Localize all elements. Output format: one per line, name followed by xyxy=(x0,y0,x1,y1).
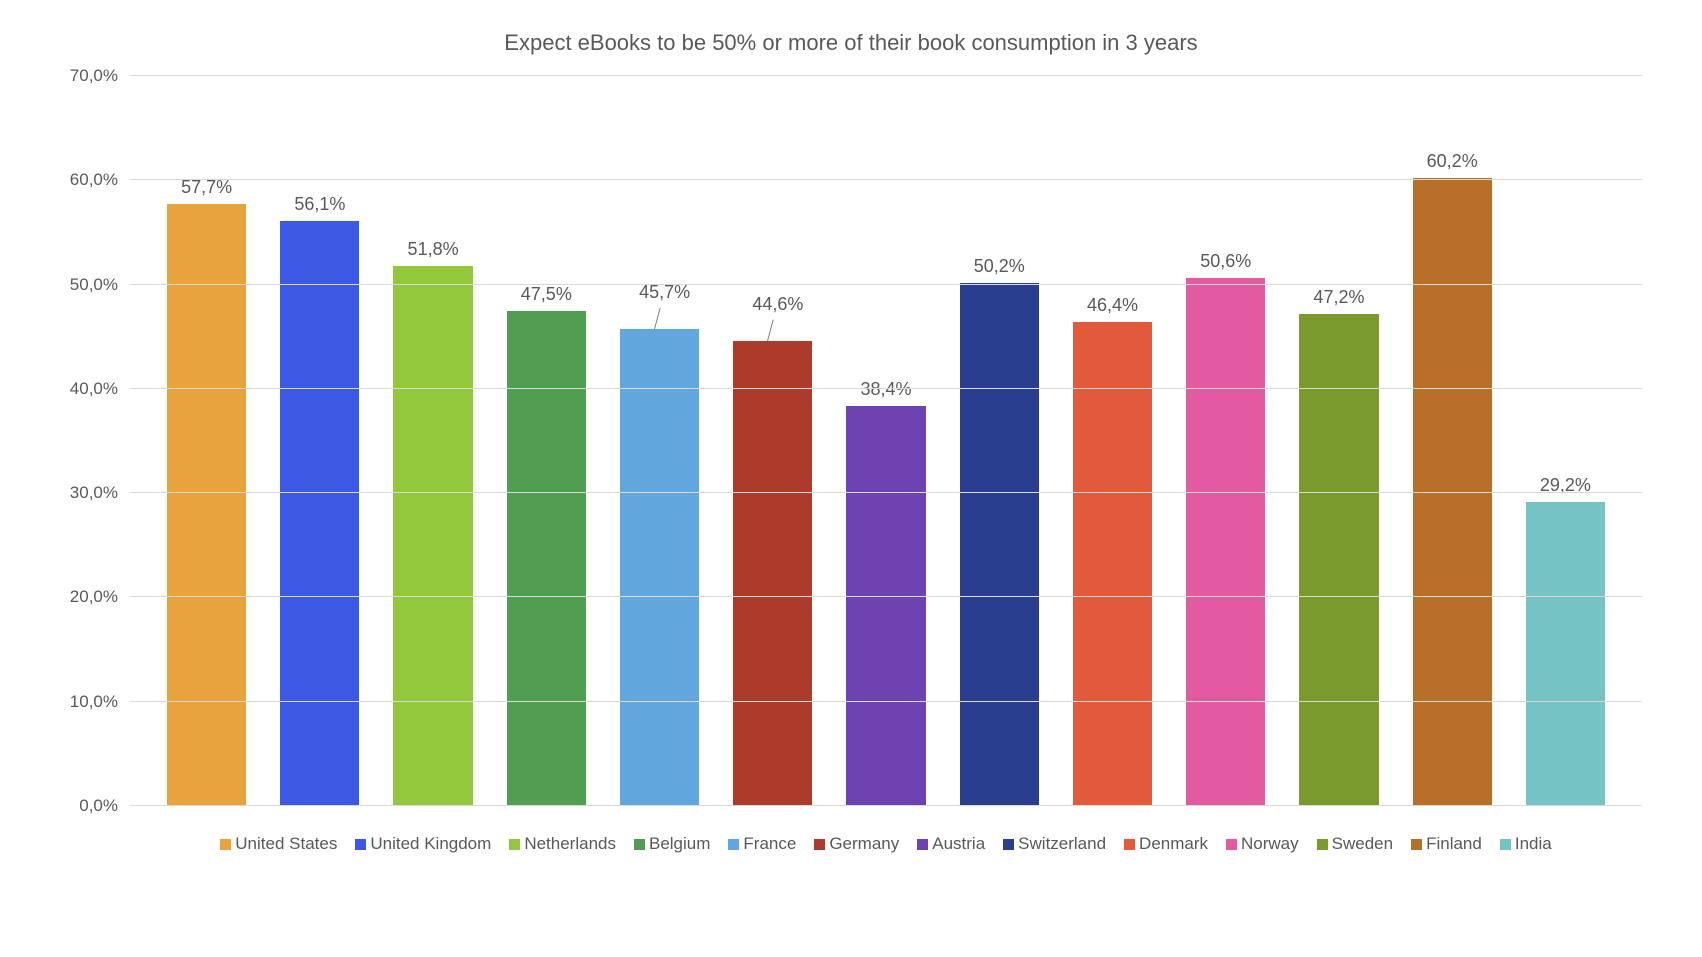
bar-slot: 29,2% xyxy=(1509,76,1622,806)
legend-item: United Kingdom xyxy=(355,834,491,854)
y-axis-label: 20,0% xyxy=(70,587,130,607)
bar-slot: 46,4% xyxy=(1056,76,1169,806)
legend-swatch xyxy=(1226,839,1237,850)
chart-container: Expect eBooks to be 50% or more of their… xyxy=(0,0,1702,957)
y-axis-label: 0,0% xyxy=(79,796,130,816)
bar-value-label: 56,1% xyxy=(294,194,345,215)
bar: 46,4% xyxy=(1073,322,1152,806)
bar: 50,2% xyxy=(960,283,1039,807)
gridline xyxy=(130,284,1642,285)
legend-item: France xyxy=(728,834,796,854)
legend-label: United States xyxy=(235,834,337,854)
bar: 44,6% xyxy=(733,341,812,806)
bar-slot: 57,7% xyxy=(150,76,263,806)
y-axis-label: 30,0% xyxy=(70,483,130,503)
bar-value-label: 38,4% xyxy=(860,379,911,400)
legend-swatch xyxy=(917,839,928,850)
bar-value-label: 47,2% xyxy=(1313,287,1364,308)
legend-label: Switzerland xyxy=(1018,834,1106,854)
legend-swatch xyxy=(1411,839,1422,850)
bar-slot: 50,6% xyxy=(1169,76,1282,806)
legend-label: France xyxy=(743,834,796,854)
legend-label: Finland xyxy=(1426,834,1482,854)
legend-item: Switzerland xyxy=(1003,834,1106,854)
bar-slot: 47,5% xyxy=(490,76,603,806)
bar-value-label: 45,7% xyxy=(639,282,690,303)
y-axis-label: 40,0% xyxy=(70,379,130,399)
legend-item: Norway xyxy=(1226,834,1299,854)
bars-group: 57,7% 56,1% 51,8% 47,5% 45,7% 44,6% 38,4% 50,2%… xyxy=(130,76,1642,806)
bar-slot: 56,1% xyxy=(263,76,376,806)
legend-swatch xyxy=(220,839,231,850)
bar-value-label: 60,2% xyxy=(1427,151,1478,172)
bar: 56,1% xyxy=(280,221,359,806)
legend-item: United States xyxy=(220,834,337,854)
bar: 50,6% xyxy=(1186,278,1265,806)
y-axis-label: 10,0% xyxy=(70,692,130,712)
bar-slot: 50,2% xyxy=(943,76,1056,806)
legend-item: India xyxy=(1500,834,1552,854)
bar-slot: 51,8% xyxy=(376,76,489,806)
legend-swatch xyxy=(1500,839,1511,850)
legend-item: Sweden xyxy=(1317,834,1393,854)
legend-item: Belgium xyxy=(634,834,710,854)
legend-swatch xyxy=(1003,839,1014,850)
gridline xyxy=(130,492,1642,493)
bar-value-label: 57,7% xyxy=(181,177,232,198)
bar-slot: 38,4% xyxy=(829,76,942,806)
bar: 47,5% xyxy=(507,311,586,806)
leader-line xyxy=(767,320,774,342)
legend-label: Sweden xyxy=(1332,834,1393,854)
gridline xyxy=(130,805,1642,806)
bar-value-label: 50,6% xyxy=(1200,251,1251,272)
bar-slot: 44,6% xyxy=(716,76,829,806)
gridline xyxy=(130,701,1642,702)
bar: 29,2% xyxy=(1526,502,1605,807)
legend-label: Netherlands xyxy=(524,834,616,854)
legend-swatch xyxy=(355,839,366,850)
legend-swatch xyxy=(1317,839,1328,850)
legend-label: Denmark xyxy=(1139,834,1208,854)
legend-label: Belgium xyxy=(649,834,710,854)
bar: 38,4% xyxy=(846,406,925,806)
bar-value-label: 51,8% xyxy=(408,239,459,260)
legend-label: Norway xyxy=(1241,834,1299,854)
y-axis-label: 70,0% xyxy=(70,66,130,86)
legend-swatch xyxy=(509,839,520,850)
legend: United States United Kingdom Netherlands Be… xyxy=(130,834,1642,854)
y-axis-label: 60,0% xyxy=(70,170,130,190)
legend-swatch xyxy=(634,839,645,850)
legend-item: Netherlands xyxy=(509,834,616,854)
legend-item: Finland xyxy=(1411,834,1482,854)
gridline xyxy=(130,388,1642,389)
gridline xyxy=(130,179,1642,180)
legend-item: Austria xyxy=(917,834,985,854)
legend-label: Austria xyxy=(932,834,985,854)
gridline xyxy=(130,596,1642,597)
legend-label: Germany xyxy=(829,834,899,854)
bar-value-label: 46,4% xyxy=(1087,295,1138,316)
legend-label: India xyxy=(1515,834,1552,854)
legend-item: Denmark xyxy=(1124,834,1208,854)
chart-title: Expect eBooks to be 50% or more of their… xyxy=(40,30,1662,56)
bar-slot: 47,2% xyxy=(1282,76,1395,806)
bar: 51,8% xyxy=(393,266,472,806)
legend-label: United Kingdom xyxy=(370,834,491,854)
legend-item: Germany xyxy=(814,834,899,854)
bar-value-label: 50,2% xyxy=(974,256,1025,277)
plot-area: 57,7% 56,1% 51,8% 47,5% 45,7% 44,6% 38,4% 50,2%… xyxy=(130,76,1642,806)
bar: 45,7% xyxy=(620,329,699,806)
bar-value-label: 47,5% xyxy=(521,284,572,305)
legend-swatch xyxy=(814,839,825,850)
legend-swatch xyxy=(728,839,739,850)
bar-value-label: 44,6% xyxy=(752,294,803,315)
legend-swatch xyxy=(1124,839,1135,850)
bar-slot: 45,7% xyxy=(603,76,716,806)
leader-line xyxy=(654,308,661,330)
bar-slot: 60,2% xyxy=(1396,76,1509,806)
bar: 57,7% xyxy=(167,204,246,806)
y-axis-label: 50,0% xyxy=(70,275,130,295)
gridline xyxy=(130,75,1642,76)
